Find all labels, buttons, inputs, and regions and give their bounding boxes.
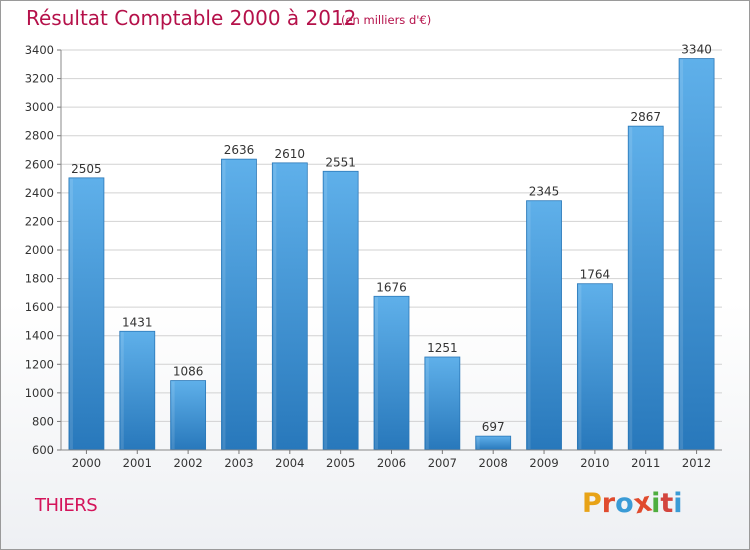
logo-letter: o xyxy=(615,488,634,519)
logo-letter: t xyxy=(660,488,674,519)
bar-2000 xyxy=(68,177,105,451)
data-label: 2867 xyxy=(630,110,661,124)
x-tick-label: 2010 xyxy=(580,456,609,470)
bar-2009 xyxy=(526,200,562,451)
bar-highlight xyxy=(171,381,175,449)
bar-highlight xyxy=(69,178,73,449)
x-tick-label: 2009 xyxy=(529,456,558,470)
y-tick-label: 2800 xyxy=(25,129,54,143)
y-tick-label: 1200 xyxy=(25,357,54,371)
bar-2004 xyxy=(271,162,308,451)
bars: 2505 1431 1086 2636 2610 2551 1676 1251 697 2345 1… xyxy=(68,43,715,451)
bar-highlight xyxy=(120,332,124,449)
logo-letter: i xyxy=(673,488,683,519)
data-label: 2610 xyxy=(275,147,306,161)
y-tick-label: 3400 xyxy=(25,43,54,57)
y-tick-label: 1800 xyxy=(25,272,54,286)
chart-subtitle: (en milliers d'€) xyxy=(341,13,432,27)
data-label: 1764 xyxy=(580,268,611,282)
bar-2011 xyxy=(627,125,664,451)
bar-highlight xyxy=(222,160,226,449)
x-tick-label: 2000 xyxy=(72,456,101,470)
logo-letter: P xyxy=(582,488,602,519)
x-tick-label: 2007 xyxy=(428,456,457,470)
x-tick-label: 2011 xyxy=(631,456,660,470)
x-tick-label: 2002 xyxy=(173,456,202,470)
bar-highlight xyxy=(375,297,378,449)
data-label: 3340 xyxy=(681,43,712,57)
proxiti-logo[interactable]: Proxiti xyxy=(582,487,683,521)
bar-highlight xyxy=(273,163,277,449)
y-tick-label: 800 xyxy=(32,414,54,428)
bar-2002 xyxy=(170,380,207,451)
y-tick-label: 2400 xyxy=(25,186,54,200)
bar-2008 xyxy=(475,435,512,451)
data-label: 1086 xyxy=(173,365,204,379)
bar-highlight xyxy=(476,437,480,449)
y-tick-label: 2200 xyxy=(25,214,54,228)
bar-highlight xyxy=(425,358,429,449)
bar-highlight xyxy=(324,172,328,450)
bar-highlight xyxy=(527,201,531,449)
y-tick-label: 2600 xyxy=(25,157,54,171)
data-label: 1676 xyxy=(376,280,407,294)
bar-2010 xyxy=(576,283,613,451)
y-tick-label: 600 xyxy=(32,443,54,457)
data-label: 1251 xyxy=(427,341,458,355)
bar-highlight xyxy=(680,59,684,449)
city-name: THIERS xyxy=(35,495,98,516)
bar-2005 xyxy=(322,170,359,451)
x-tick-label: 2003 xyxy=(224,456,253,470)
y-tick-label: 2000 xyxy=(25,243,54,257)
x-tick-label: 2012 xyxy=(682,456,711,470)
data-label: 2345 xyxy=(529,185,560,199)
axes: 600 800 1000 1200 1400 1600 1800 2000 2200 2400 26… xyxy=(25,43,722,470)
bar-highlight xyxy=(629,127,633,450)
bar-2001 xyxy=(119,330,156,451)
chart-title: Résultat Comptable 2000 à 2012 xyxy=(26,6,357,30)
logo-letter: i xyxy=(651,488,661,519)
data-label: 2505 xyxy=(71,162,102,176)
bar-2007 xyxy=(424,356,461,451)
y-tick-label: 1400 xyxy=(25,329,54,343)
bar-2012 xyxy=(678,58,715,451)
data-label: 2551 xyxy=(325,155,356,169)
x-tick-label: 2008 xyxy=(479,456,508,470)
y-tick-label: 1600 xyxy=(25,300,54,314)
data-label: 697 xyxy=(482,420,505,434)
bar-2003 xyxy=(221,158,257,451)
bar-2006 xyxy=(373,295,410,451)
x-tick-label: 2004 xyxy=(275,456,304,470)
x-tick-label: 2001 xyxy=(123,456,152,470)
x-tick-label: 2006 xyxy=(377,456,406,470)
logo-letter: r xyxy=(601,488,616,519)
y-tick-label: 1000 xyxy=(25,386,54,400)
y-tick-label: 3200 xyxy=(25,72,54,86)
bar-highlight xyxy=(578,284,582,449)
data-label: 2636 xyxy=(224,143,255,157)
data-label: 1431 xyxy=(122,315,153,329)
x-tick-label: 2005 xyxy=(326,456,355,470)
y-tick-label: 3000 xyxy=(25,100,54,114)
